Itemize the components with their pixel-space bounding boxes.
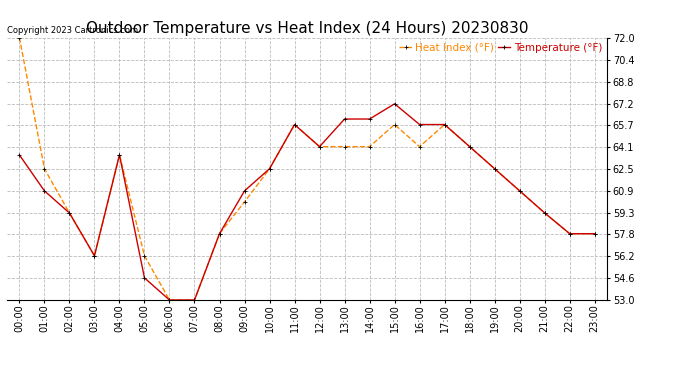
Title: Outdoor Temperature vs Heat Index (24 Hours) 20230830: Outdoor Temperature vs Heat Index (24 Ho… [86,21,529,36]
Legend: Heat Index (°F), Temperature (°F): Heat Index (°F), Temperature (°F) [395,39,606,57]
Text: Copyright 2023 Cartronics.com: Copyright 2023 Cartronics.com [7,26,138,35]
